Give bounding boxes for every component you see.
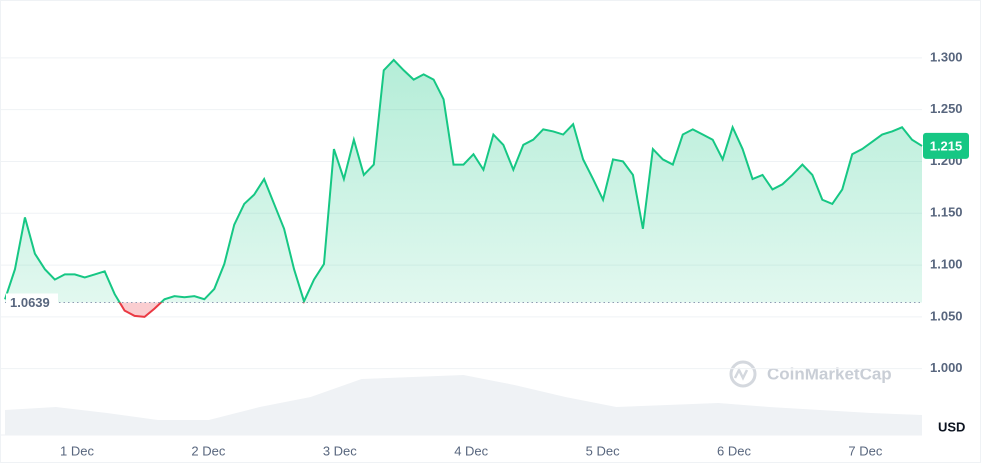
y-tick-label: 1.150: [930, 205, 963, 220]
price-line: [4, 58, 923, 303]
x-tick-label: 7 Dec: [848, 443, 882, 458]
x-tick-label: 6 Dec: [717, 443, 751, 458]
volume-area: [5, 375, 922, 435]
x-tick-label: 3 Dec: [323, 443, 357, 458]
reference-label-bg: [6, 293, 58, 312]
current-price-badge: [923, 132, 969, 159]
unit-label: USD: [938, 419, 965, 434]
reference-label: 1.0639: [10, 295, 50, 310]
y-tick-label: 1.300: [930, 49, 963, 64]
x-tick-label: 2 Dec: [191, 443, 225, 458]
y-tick-label: 1.050: [930, 308, 963, 323]
current-price-label: 1.215: [930, 138, 963, 153]
y-tick-label: 1.250: [930, 101, 963, 116]
y-tick-label: 1.000: [930, 360, 963, 375]
watermark: CoinMarketCap: [729, 360, 892, 388]
x-tick-label: 1 Dec: [60, 443, 94, 458]
price-area: [5, 59, 922, 303]
x-tick-label: 4 Dec: [454, 443, 488, 458]
price-line-below: [118, 302, 305, 318]
y-tick-label: 1.100: [930, 257, 963, 272]
x-tick-label: 5 Dec: [586, 443, 620, 458]
watermark-text: CoinMarketCap: [767, 364, 892, 383]
